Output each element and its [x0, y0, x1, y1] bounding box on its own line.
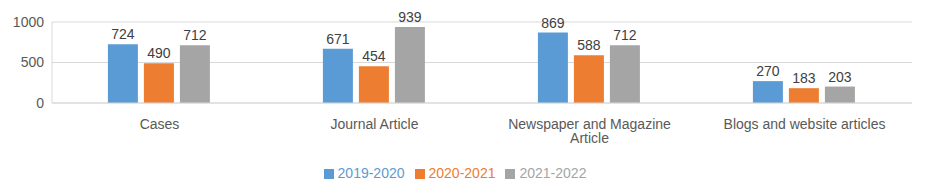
svg-text:724: 724: [111, 26, 135, 42]
svg-text:203: 203: [828, 69, 852, 85]
svg-text:270: 270: [756, 63, 780, 79]
svg-text:712: 712: [183, 27, 207, 43]
svg-text:588: 588: [577, 37, 601, 53]
svg-text:454: 454: [362, 48, 386, 64]
svg-text:712: 712: [613, 27, 637, 43]
svg-text:1000: 1000: [13, 14, 44, 30]
svg-text:490: 490: [147, 45, 171, 61]
svg-text:183: 183: [792, 70, 816, 86]
svg-text:869: 869: [541, 15, 565, 31]
html-text:2021-2022: 2021-2022: [519, 165, 587, 181]
html-text:2019-2020: 2019-2020: [337, 165, 405, 181]
svg-text:Journal Article: Journal Article: [331, 116, 419, 132]
svg-text:500: 500: [21, 54, 45, 70]
html-text:2020-2021: 2020-2021: [428, 165, 496, 181]
svg-text:Cases: Cases: [140, 116, 180, 132]
svg-text:671: 671: [326, 31, 350, 47]
svg-text:Blogs and website articles: Blogs and website articles: [724, 116, 886, 132]
svg-text:939: 939: [398, 9, 422, 25]
svg-text:0: 0: [36, 95, 44, 111]
svg-text:Newspaper and MagazineArticle: Newspaper and MagazineArticle: [508, 116, 671, 146]
